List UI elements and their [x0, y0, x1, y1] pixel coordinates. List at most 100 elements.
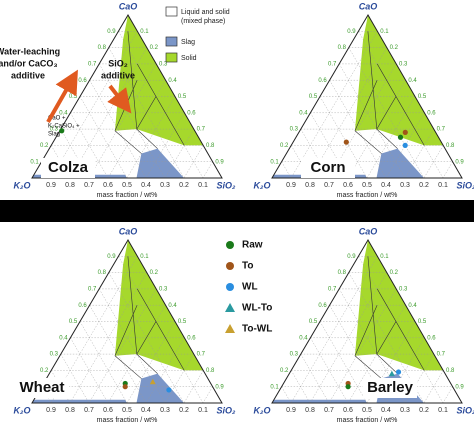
right-tick-label: 0.3	[159, 61, 168, 67]
grid-line	[281, 161, 292, 179]
legend-label: Liquid and solid	[181, 9, 230, 16]
legend-label: Slag	[181, 39, 195, 46]
grid-line	[202, 161, 213, 179]
left-tick-label: 0.4	[59, 110, 68, 116]
grid-line	[423, 370, 444, 404]
ternary-panel: 0.9 0.9 0.9 0.8 0.8 0.8 0.7 0.7 0.7 0.6 0.6 0.6 0.5 0…	[14, 226, 237, 422]
legend-swatch	[165, 6, 178, 17]
panel-name-box	[301, 158, 355, 178]
phase-boundary	[376, 96, 397, 130]
phase-boundary	[136, 63, 185, 146]
left-tick-label: 0.1	[30, 159, 39, 165]
slag-region	[136, 373, 184, 403]
bottom-tick-label: 0.8	[305, 182, 315, 189]
left-tick-label: 0.9	[347, 254, 356, 260]
sample-marker	[402, 142, 408, 148]
grid-line	[310, 112, 349, 179]
grid-line	[183, 145, 204, 179]
grid-line	[281, 386, 292, 404]
right-tick-label: 0.1	[140, 29, 149, 35]
legend-marker	[225, 303, 235, 312]
phase-boundary	[114, 355, 142, 379]
bottom-tick-label: 0.3	[160, 182, 170, 189]
right-tick-label: 0.6	[427, 335, 436, 341]
bottom-tick-label: 0.5	[122, 182, 132, 189]
bottom-tick-label: 0.6	[343, 182, 353, 189]
right-tick-label: 0.8	[206, 368, 215, 374]
phase-boundary	[367, 31, 378, 130]
left-tick-label: 0.7	[88, 286, 97, 292]
left-tick-label: 0.5	[309, 94, 318, 100]
bottom-tick-label: 0.6	[343, 407, 353, 414]
bottom-tick-label: 0.9	[46, 182, 56, 189]
grid-line	[300, 354, 330, 404]
bottom-tick-label: 0.1	[198, 407, 208, 414]
grid-line	[202, 386, 213, 404]
phase-boundary	[376, 128, 398, 149]
axis-label: mass fraction / wt%	[337, 192, 398, 199]
annotation: additive	[11, 70, 45, 80]
left-tick-label: 0.4	[59, 335, 68, 341]
left-tick-label: 0.5	[309, 319, 318, 325]
grid-line	[70, 112, 109, 179]
panel-name-box	[15, 378, 69, 398]
annotation: and/or CaCO₃	[0, 58, 58, 68]
left-tick-label: 0.3	[290, 127, 299, 133]
sample-marker	[59, 128, 65, 134]
bottom-tick-label: 0.3	[160, 407, 170, 414]
left-tick-label: 0.6	[78, 303, 87, 309]
left-tick-label: 0.9	[347, 29, 356, 35]
left-tick-label: 0.5	[69, 319, 78, 325]
annotation: CaO +	[48, 116, 66, 122]
annotation: additive	[101, 70, 135, 80]
left-tick-label: 0.7	[328, 286, 337, 292]
right-tick-label: 0.4	[408, 78, 417, 84]
right-tick-label: 0.7	[437, 127, 446, 133]
ternary-panel: 0.9 0.9 0.9 0.8 0.8 0.8 0.7 0.7 0.7 0.6 0.6 0.6 0.5 0…	[254, 226, 474, 422]
sample-marker	[388, 370, 395, 377]
left-tick-label: 0.6	[318, 303, 327, 309]
left-tick-label: 0.8	[338, 45, 347, 51]
vertex-label: K₂O	[254, 405, 271, 415]
grid-line	[88, 63, 157, 179]
grid-line	[88, 288, 157, 404]
left-tick-label: 0.1	[270, 384, 279, 390]
sample-marker	[343, 139, 349, 145]
left-tick-label: 0.4	[299, 335, 308, 341]
grid-line	[164, 353, 194, 404]
phase-boundary	[127, 31, 138, 130]
slag-strip	[272, 399, 367, 403]
triangle-outline	[271, 239, 463, 404]
grid-line	[60, 129, 90, 179]
right-tick-label: 0.5	[178, 319, 187, 325]
grid-line	[69, 272, 147, 404]
legend-marker	[226, 283, 234, 291]
right-tick-label: 0.7	[437, 352, 446, 358]
left-tick-label: 0.8	[98, 45, 107, 51]
grid-line	[328, 63, 397, 179]
grid-line	[70, 337, 109, 404]
grid-line	[79, 96, 128, 179]
right-tick-label: 0.4	[168, 303, 177, 309]
slag-region	[136, 148, 184, 178]
sample-marker	[345, 384, 351, 390]
legend-label: Raw	[242, 240, 263, 251]
phase-boundary	[354, 80, 378, 131]
bottom-tick-label: 0.2	[419, 407, 429, 414]
right-tick-label: 0.7	[197, 127, 206, 133]
left-tick-label: 0.2	[40, 368, 49, 374]
grid-line	[309, 47, 387, 179]
ternary-panel: 0.9 0.9 0.9 0.8 0.8 0.8 0.7 0.7 0.7 0.6 0.6 0.6 0.5 0…	[254, 1, 474, 198]
right-tick-label: 0.2	[150, 270, 159, 276]
phase-boundary	[136, 321, 157, 355]
right-tick-label: 0.4	[408, 303, 417, 309]
left-tick-label: 0.3	[290, 352, 299, 358]
sample-marker	[166, 387, 172, 393]
phase-boundary	[354, 355, 382, 379]
left-tick-label: 0.7	[88, 61, 97, 67]
phase-boundary	[127, 256, 138, 355]
panel-name: Corn	[311, 159, 346, 176]
right-tick-label: 0.5	[178, 94, 187, 100]
grid-line	[79, 321, 128, 404]
